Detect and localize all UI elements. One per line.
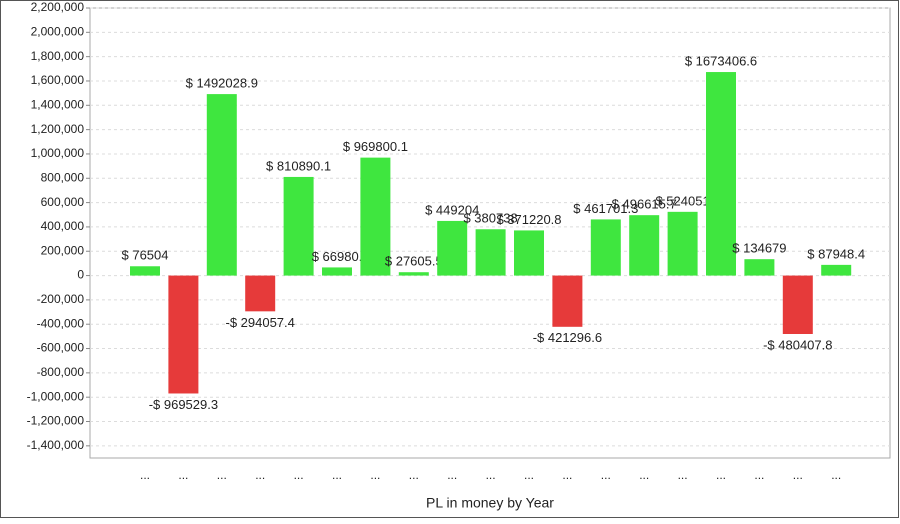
y-tick-label: -1,000,000 — [27, 389, 85, 403]
x-tick-label: ... — [831, 468, 841, 482]
bar — [590, 219, 621, 276]
value-label: -$ 421296.6 — [533, 330, 602, 345]
bar — [514, 230, 544, 276]
bar — [667, 211, 698, 276]
value-label: $ 87948.4 — [807, 246, 865, 261]
y-tick-label: -400,000 — [37, 316, 85, 330]
bar — [744, 259, 775, 276]
y-tick-label: -600,000 — [37, 341, 85, 355]
y-tick-label: 1,400,000 — [31, 97, 85, 111]
value-label: -$ 480407.8 — [763, 337, 832, 352]
bar — [821, 264, 852, 276]
y-tick-label: 800,000 — [41, 170, 85, 184]
x-tick-label: ... — [601, 468, 611, 482]
bar — [168, 275, 199, 394]
y-tick-label: -1,400,000 — [27, 438, 85, 452]
bar — [245, 275, 276, 312]
x-tick-label: ... — [486, 468, 496, 482]
value-label: $ 524051 — [655, 193, 709, 208]
value-label: $ 449204 — [425, 202, 479, 217]
value-label: $ 134679 — [732, 241, 786, 256]
y-tick-label: 1,000,000 — [31, 146, 85, 160]
x-tick-label: ... — [562, 468, 572, 482]
value-label: $ 1492028.9 — [186, 76, 258, 91]
y-tick-label: 400,000 — [41, 219, 85, 233]
bar — [322, 267, 352, 276]
x-tick-label: ... — [639, 468, 649, 482]
x-tick-label: ... — [178, 468, 188, 482]
bar — [437, 220, 468, 276]
y-tick-label: 1,600,000 — [31, 73, 85, 87]
bar — [629, 215, 660, 276]
y-tick-label: 2,200,000 — [31, 0, 85, 14]
x-tick-label: ... — [754, 468, 764, 482]
x-tick-label: ... — [716, 468, 726, 482]
bar — [782, 275, 813, 334]
value-label: -$ 294057.4 — [225, 315, 294, 330]
x-tick-label: ... — [217, 468, 227, 482]
value-label: -$ 969529.3 — [149, 397, 218, 412]
y-tick-label: -200,000 — [37, 292, 85, 306]
x-tick-label: ... — [409, 468, 419, 482]
value-label: $ 76504 — [122, 248, 169, 263]
bar — [475, 229, 506, 276]
value-label: $ 27605.5 — [385, 254, 443, 269]
y-tick-label: 200,000 — [41, 243, 85, 257]
bar — [552, 275, 583, 327]
y-tick-label: -1,200,000 — [27, 414, 85, 428]
value-label: $ 969800.1 — [343, 139, 408, 154]
value-label: $ 461701.3 — [573, 201, 638, 216]
value-label: $ 371220.8 — [496, 212, 561, 227]
y-tick-label: 1,800,000 — [31, 49, 85, 63]
x-tick-label: ... — [332, 468, 342, 482]
y-tick-label: 1,200,000 — [31, 122, 85, 136]
y-tick-label: 2,000,000 — [31, 24, 85, 38]
x-tick-label: ... — [140, 468, 150, 482]
x-axis-label: PL in money by Year — [426, 495, 554, 511]
x-tick-label: ... — [294, 468, 304, 482]
bar — [360, 157, 391, 276]
bar — [398, 272, 429, 276]
value-label: $ 810890.1 — [266, 158, 331, 173]
value-label: $ 380738 — [463, 211, 517, 226]
bar — [283, 176, 314, 276]
x-tick-label: ... — [793, 468, 803, 482]
value-label: $ 1673406.6 — [685, 53, 757, 68]
y-tick-label: 600,000 — [41, 195, 85, 209]
x-tick-label: ... — [678, 468, 688, 482]
y-tick-label: -800,000 — [37, 365, 85, 379]
value-label: $ 66980. — [312, 249, 363, 264]
x-tick-label: ... — [255, 468, 265, 482]
value-label: $ 496615.7 — [612, 197, 677, 212]
x-tick-label: ... — [524, 468, 534, 482]
y-tick-label: 0 — [77, 268, 84, 282]
bar — [706, 72, 736, 276]
x-tick-label: ... — [447, 468, 457, 482]
bar — [130, 266, 160, 276]
x-tick-label: ... — [370, 468, 380, 482]
bar — [206, 94, 237, 276]
